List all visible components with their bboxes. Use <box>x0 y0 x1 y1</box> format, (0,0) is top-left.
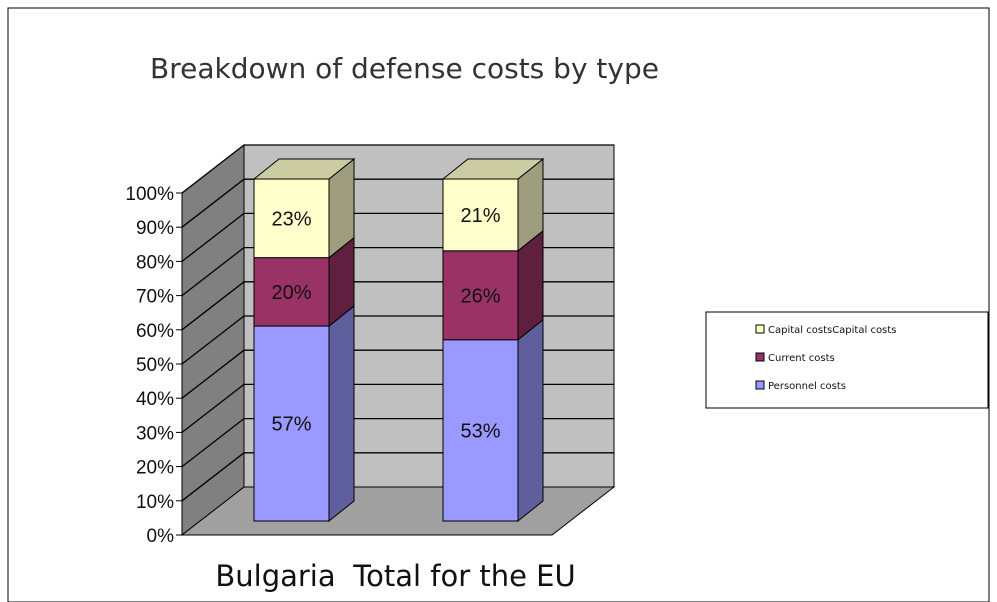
legend-label: Personnel costs <box>768 381 846 392</box>
chart-walls <box>180 143 616 537</box>
data-label: 20% <box>271 282 311 304</box>
y-tick-label: 100% <box>125 184 174 205</box>
y-tick-label: 40% <box>136 389 174 410</box>
data-label: 53% <box>460 420 500 442</box>
bar-front <box>253 178 330 259</box>
bar-segment: 26% <box>442 229 544 341</box>
category-labels: Bulgaria Total for the EU <box>215 559 575 593</box>
chart-title: Breakdown of defense costs by type <box>150 52 659 85</box>
bar-segment: 53% <box>442 318 544 523</box>
bar-segment: 20% <box>253 236 355 328</box>
bar-top <box>441 158 545 180</box>
bar-side <box>517 318 544 523</box>
y-tick-label: 90% <box>136 218 174 239</box>
legend-swatch <box>755 380 765 390</box>
category-label: Bulgaria <box>215 559 335 593</box>
bar-front <box>253 257 330 327</box>
bar-segment: 23% <box>252 157 356 259</box>
bar-front <box>442 178 519 252</box>
y-axis-ticks: 0% 10% 20% 30% 40% 50% 60% 70% 80% 90% 100% <box>125 184 552 547</box>
y-tick-label: 0% <box>147 526 175 547</box>
bar-top <box>252 158 356 180</box>
floor <box>180 486 616 536</box>
legend-label: Capital costsCapital costs <box>768 325 896 336</box>
bar-side <box>328 305 355 523</box>
y-tick-label: 20% <box>136 458 174 479</box>
y-tick-label: 10% <box>136 492 174 513</box>
y-tick-label: 80% <box>136 252 174 273</box>
data-label: 21% <box>460 205 500 227</box>
bar-segment: 21% <box>441 157 545 252</box>
legend-item: Personnel costs <box>755 380 846 392</box>
legend-box <box>705 311 989 409</box>
legend-swatch <box>755 352 765 362</box>
y-tick-label: 60% <box>136 321 174 342</box>
legend-label: Current costs <box>768 353 835 364</box>
legend-item: Capital costsCapital costs <box>755 324 896 336</box>
legend-item: Current costs <box>755 352 835 364</box>
y-tick-label: 70% <box>136 287 174 308</box>
bar-front <box>442 339 519 522</box>
bars: 57% 20% 23% 53% 26% 21% <box>252 157 545 523</box>
category-label: Total for the EU <box>352 559 575 593</box>
legend-swatch <box>755 324 765 334</box>
data-label: 57% <box>271 414 311 436</box>
y-tick-label: 50% <box>136 355 174 376</box>
gridline <box>181 144 614 194</box>
legend: Capital costsCapital costs Current costs P… <box>705 311 989 409</box>
y-tick-label: 30% <box>136 423 174 444</box>
data-label: 26% <box>460 285 500 307</box>
bar-segment: 57% <box>253 305 355 523</box>
data-label: 23% <box>271 208 311 230</box>
